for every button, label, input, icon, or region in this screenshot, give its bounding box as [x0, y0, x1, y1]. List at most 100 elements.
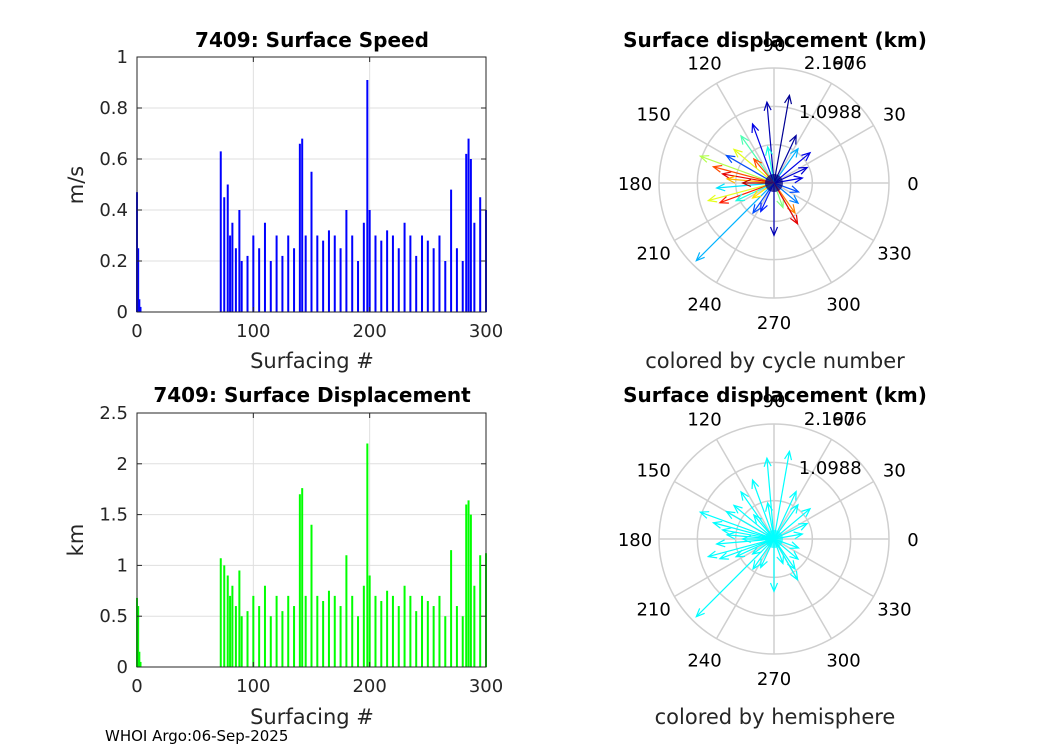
polar-cycle-chart: Surface displacement (km) colored by cyc… — [618, 28, 927, 373]
polar-hemisphere-vector-head — [720, 527, 732, 536]
polar-hemisphere-vector-head — [790, 503, 799, 514]
polar-cycle-angle-label: 90 — [763, 35, 786, 56]
polar-cycle-angle-label: 330 — [877, 244, 911, 265]
polar-cycle-vector-head — [752, 157, 763, 168]
polar-cycle-vector — [708, 182, 775, 202]
polar-hemisphere-vector-head — [769, 582, 779, 593]
polar-cycle-vector-head — [793, 175, 804, 184]
speed-chart: 7409: Surface Speed Surfacing # m/s 0 0.2… — [64, 28, 503, 373]
polar-hemisphere-vector-head — [698, 511, 710, 519]
polar-cycle-vector-head — [751, 190, 762, 199]
speed-xtick-label: 200 — [352, 321, 386, 342]
speed-chart-title: 7409: Surface Speed — [195, 28, 429, 52]
polar-hemisphere-vector — [726, 511, 775, 540]
polar-hemisphere-vector — [716, 538, 775, 545]
polar-cycle-angle-label: 0 — [907, 174, 918, 195]
displacement-xtick-label: 200 — [352, 676, 386, 697]
polar-hemisphere-center-cluster — [765, 530, 783, 548]
polar-hemisphere-vector-head — [798, 522, 809, 531]
polar-hemisphere-angle-label: 180 — [618, 530, 652, 551]
polar-cycle-vector-head — [763, 100, 772, 111]
polar-hemisphere-angle-label: 210 — [636, 600, 670, 621]
polar-hemisphere-vector-head — [752, 513, 763, 524]
polar-hemisphere-vector-head — [789, 541, 801, 550]
polar-cycle-vector — [716, 182, 775, 189]
polar-hemisphere-vector-head — [740, 490, 749, 501]
polar-cycle-radial-label: 1.0988 — [799, 102, 862, 123]
polar-cycle-vector-head — [725, 175, 736, 184]
displacement-xtick-label: 300 — [469, 676, 503, 697]
polar-cycle-vector-head — [798, 166, 809, 175]
polar-hemisphere-angle-label: 240 — [687, 650, 721, 671]
displacement-ytick-label: 1 — [117, 555, 128, 576]
polar-cycle-vector — [751, 123, 775, 184]
polar-cycle-vector-head — [706, 194, 718, 203]
polar-cycle-vector-head — [752, 204, 761, 215]
polar-hemisphere-vector-head — [718, 552, 729, 560]
polar-cycle-vector-head — [789, 185, 801, 194]
polar-hemisphere-vector-head — [789, 550, 800, 561]
polar-hemisphere-chart: Surface displacement (km) colored by hem… — [618, 383, 927, 729]
polar-cycle-angle-label: 270 — [757, 313, 791, 334]
polar-hemisphere-vector-head — [751, 546, 762, 555]
polar-cycle-vector-head — [725, 154, 736, 164]
polar-hemisphere-vector-head — [741, 534, 752, 544]
polar-cycle-vector — [700, 155, 775, 184]
polar-cycle-vector-head — [732, 148, 743, 158]
polar-hemisphere-angle-label: 300 — [826, 650, 860, 671]
speed-ytick-label: 0.8 — [99, 98, 128, 119]
polar-cycle-vector — [773, 95, 791, 184]
polar-cycle-title: Surface displacement (km) — [623, 28, 927, 52]
speed-xtick-label: 0 — [131, 321, 142, 342]
polar-cycle-vector-head — [790, 147, 799, 158]
displacement-xtick-label: 100 — [236, 676, 270, 697]
speed-chart-ylabel: m/s — [64, 166, 88, 204]
polar-cycle-vector-head — [789, 134, 797, 145]
polar-hemisphere-subtitle: colored by hemisphere — [655, 705, 896, 729]
polar-hemisphere-vector — [773, 451, 791, 540]
polar-hemisphere-vector-head — [801, 507, 812, 518]
polar-hemisphere-vector-head — [784, 449, 793, 461]
displacement-ytick-label: 0 — [117, 657, 128, 678]
polar-cycle-vector-head — [741, 178, 752, 188]
speed-ytick-label: 0.4 — [99, 200, 128, 221]
polar-hemisphere-vector-head — [715, 539, 726, 548]
polar-cycle-angle-label: 180 — [618, 174, 652, 195]
polar-hemisphere-vector-head — [765, 501, 774, 512]
polar-cycle-angle-label: 30 — [883, 105, 906, 126]
polar-cycle-vector-head — [751, 122, 760, 134]
displacement-ytick-label: 0.5 — [99, 606, 128, 627]
polar-cycle-vector-head — [711, 164, 723, 173]
polar-cycle-vector-head — [740, 134, 749, 145]
polar-hemisphere-vector — [713, 522, 775, 540]
polar-cycle-vector-head — [720, 171, 732, 180]
polar-cycle-vector — [740, 135, 775, 184]
displacement-chart-xlabel: Surfacing # — [250, 705, 374, 729]
polar-hemisphere-vector-head — [751, 478, 760, 490]
polar-hemisphere-vector-head — [711, 520, 723, 529]
polar-cycle-vector-head — [769, 226, 779, 237]
polar-cycle-angle-label: 240 — [687, 294, 721, 315]
speed-xtick-label: 300 — [469, 321, 503, 342]
polar-cycle-subtitle: colored by cycle number — [645, 349, 905, 373]
polar-cycle-vector-head — [789, 194, 800, 205]
polar-hemisphere-angle-label: 60 — [832, 410, 855, 431]
polar-cycle-vector-head — [784, 93, 793, 105]
polar-hemisphere-vector-head — [752, 560, 761, 571]
footer-credit: WHOI Argo:06-Sep-2025 — [105, 727, 288, 745]
polar-cycle-vector-head — [760, 202, 768, 213]
polar-hemisphere-vector — [740, 491, 775, 540]
displacement-xtick-label: 0 — [131, 676, 142, 697]
polar-hemisphere-radial-label: 1.0988 — [799, 458, 862, 479]
polar-cycle-vector-head — [801, 151, 812, 162]
polar-cycle-angle-label: 150 — [636, 105, 670, 126]
polar-hemisphere-vector-head — [790, 570, 799, 582]
polar-cycle-angle-label: 300 — [826, 294, 860, 315]
polar-hemisphere-vector-head — [725, 510, 736, 520]
speed-xtick-label: 100 — [236, 321, 270, 342]
polar-hemisphere-vector-head — [695, 608, 705, 618]
polar-hemisphere-radial-label: 2.1976 — [804, 409, 867, 430]
polar-cycle-vector-head — [695, 252, 705, 262]
polar-hemisphere-vector-head — [793, 531, 804, 540]
